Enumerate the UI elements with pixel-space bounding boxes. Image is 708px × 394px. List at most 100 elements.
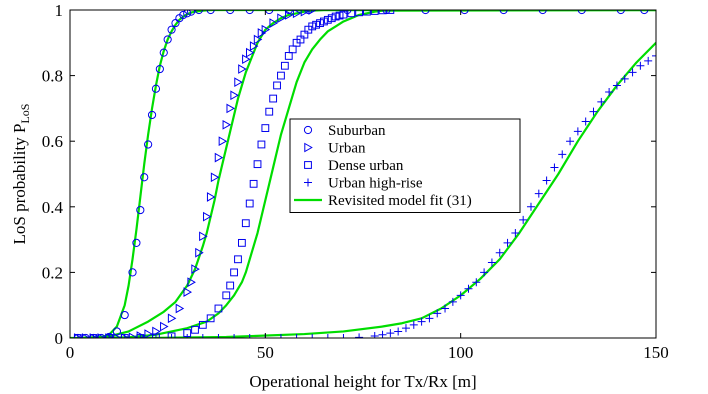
data-point — [300, 30, 309, 39]
data-point — [199, 231, 208, 242]
data-point — [198, 320, 207, 329]
data-point — [183, 287, 193, 297]
data-point — [183, 10, 192, 18]
series-layer — [70, 10, 656, 338]
data-point — [187, 277, 196, 288]
data-point — [151, 84, 161, 93]
data-point — [195, 247, 204, 258]
data-point — [308, 10, 318, 15]
data-point — [511, 229, 520, 238]
legend-label: Urban high-rise — [328, 176, 423, 192]
data-point — [581, 117, 590, 126]
data-point — [499, 10, 508, 15]
y-axis-label-main: LoS probability P — [10, 124, 29, 245]
legend-label: Suburban — [328, 123, 386, 139]
data-point — [112, 327, 121, 336]
data-point — [386, 329, 395, 338]
data-point — [441, 304, 450, 313]
data-point — [230, 90, 239, 101]
data-point — [487, 258, 496, 267]
data-point — [261, 24, 271, 35]
data-point — [105, 334, 114, 338]
legend-label: Revisited model fit (31) — [328, 193, 472, 209]
data-point — [245, 199, 254, 208]
data-point — [241, 219, 250, 228]
data-point — [152, 326, 161, 337]
data-point — [167, 334, 176, 338]
data-point — [628, 68, 637, 77]
data-point — [140, 173, 149, 182]
data-point — [120, 334, 129, 338]
data-point — [265, 107, 274, 116]
data-point — [171, 19, 180, 28]
data-point — [214, 334, 223, 338]
data-point — [597, 97, 606, 106]
x-tick-label: 100 — [448, 343, 474, 362]
data-point — [519, 215, 528, 224]
legend-marker — [304, 178, 312, 187]
data-point — [226, 103, 235, 114]
data-point — [167, 25, 176, 34]
data-point — [151, 334, 160, 338]
data-point — [261, 124, 270, 132]
data-point — [401, 324, 410, 333]
legend-marker — [304, 142, 313, 153]
data-point — [464, 284, 473, 293]
data-point — [558, 150, 567, 159]
data-point — [226, 10, 235, 15]
data-point — [526, 202, 535, 211]
data-point — [273, 81, 281, 90]
model-fit-curve — [81, 10, 656, 338]
data-point — [198, 334, 207, 338]
y-axis-label: LoS probability PLoS — [10, 104, 32, 245]
data-point — [167, 332, 176, 338]
data-point — [249, 179, 258, 188]
x-tick-label: 50 — [257, 343, 274, 362]
data-point — [640, 10, 649, 15]
y-tick-label: 0.8 — [42, 67, 63, 86]
model-fit-curve — [81, 10, 656, 338]
data-point — [382, 10, 391, 15]
data-point — [339, 10, 348, 19]
data-point — [425, 314, 434, 323]
data-point — [589, 107, 598, 116]
data-point — [370, 332, 379, 338]
data-point — [214, 152, 224, 163]
data-point — [480, 268, 489, 277]
x-axis-label: Operational height for Tx/Rx [m] — [249, 372, 476, 391]
data-point — [327, 14, 336, 23]
data-point — [191, 325, 199, 334]
legend-marker — [304, 161, 312, 169]
plot-frame — [69, 9, 657, 339]
y-tick-label: 0.6 — [42, 132, 63, 151]
data-point — [636, 61, 645, 70]
data-point — [284, 10, 293, 15]
data-point — [230, 268, 238, 277]
data-point — [534, 189, 543, 198]
data-point — [144, 329, 153, 338]
data-point — [320, 17, 328, 26]
data-point — [363, 10, 371, 16]
data-point — [73, 334, 82, 338]
data-point — [277, 71, 285, 80]
data-point — [206, 192, 216, 202]
y-tick-label: 0.4 — [42, 198, 64, 217]
data-point — [160, 321, 169, 332]
data-point — [128, 332, 138, 338]
data-point — [113, 333, 122, 338]
data-point — [323, 15, 332, 24]
data-point — [573, 127, 582, 136]
data-point — [167, 313, 177, 324]
data-point — [550, 163, 559, 172]
data-point — [226, 281, 235, 290]
data-point — [605, 88, 614, 96]
legend-label: Dense urban — [328, 158, 404, 174]
data-point — [144, 140, 153, 149]
y-tick-label: 1 — [55, 1, 64, 20]
legend-box — [289, 118, 521, 213]
data-point — [347, 10, 356, 18]
data-point — [203, 211, 212, 222]
series-dense-urban — [73, 10, 395, 338]
data-point — [206, 314, 215, 323]
data-point — [456, 291, 465, 300]
